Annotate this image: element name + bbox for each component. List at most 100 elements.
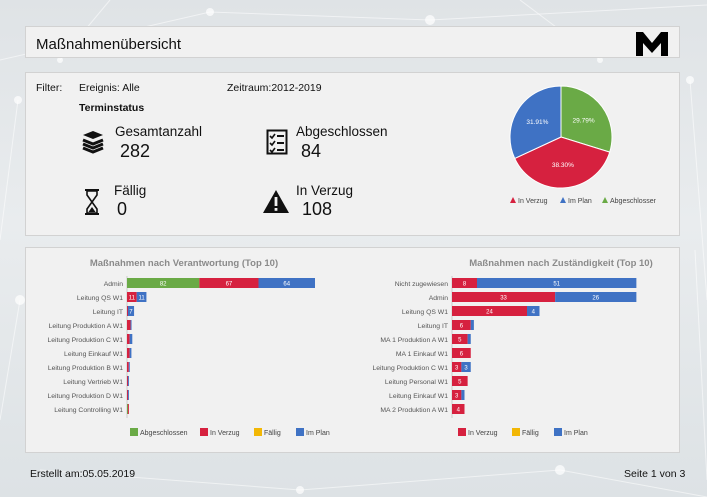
filter-label: Filter: xyxy=(36,82,63,94)
overdue-label: In Verzug xyxy=(296,183,354,198)
filter-event: Ereignis: Alle xyxy=(79,82,140,94)
hourglass-icon xyxy=(85,189,99,215)
status-pie-chart: 29.79% 38.30% 31.91% In Verzug Im Plan Abgesc… xyxy=(509,85,656,205)
category-label: Nicht zugewiesen xyxy=(395,281,448,288)
status-heading: Terminstatus xyxy=(79,102,145,114)
total-value: 282 xyxy=(120,141,151,161)
bar-segment xyxy=(129,334,133,344)
bar-segment xyxy=(467,334,471,344)
bar-value-label: 4 xyxy=(532,310,536,316)
category-label: Leitung Produktion C W1 xyxy=(372,365,448,372)
legend-marker xyxy=(510,197,516,203)
bar-value-label: 6 xyxy=(460,352,464,358)
bar-value-label: 4 xyxy=(457,408,461,414)
legend-label: In Verzug xyxy=(210,430,240,437)
bar-segment xyxy=(127,306,135,316)
bar-value-label: 5 xyxy=(458,338,462,344)
pie-value-label: 29.79% xyxy=(573,117,595,124)
category-label: Leitung QS W1 xyxy=(402,309,448,316)
bar-segment xyxy=(127,320,131,330)
bar-segment xyxy=(258,278,315,288)
legend-label: Im Plan xyxy=(568,198,592,205)
bar-segment xyxy=(130,320,132,330)
bar-value-label: 11 xyxy=(129,296,136,302)
category-label: Leitung QS W1 xyxy=(77,295,123,302)
bar-segment xyxy=(452,292,556,302)
page-title: Maßnahmenübersicht xyxy=(36,36,182,53)
category-label: Leitung Produktion B W1 xyxy=(48,365,123,372)
bar-segment xyxy=(128,362,130,372)
bar-segment xyxy=(127,362,129,372)
legend-label: Im Plan xyxy=(306,430,330,437)
bar-segment xyxy=(452,390,462,400)
legend-marker xyxy=(602,197,608,203)
bar-value-label: 3 xyxy=(464,366,468,372)
legend-label: In Verzug xyxy=(468,430,498,437)
legend-label: Abgeschlossen xyxy=(140,430,188,437)
chart-title: Maßnahmen nach Verantwortung (Top 10) xyxy=(90,258,278,269)
total-label: Gesamtanzahl xyxy=(115,124,203,139)
page-indicator: Seite 1 von 3 xyxy=(624,468,686,480)
due-value: 0 xyxy=(117,199,128,219)
category-label: Leitung Einkauf W1 xyxy=(64,351,123,358)
bar-segment xyxy=(470,320,474,330)
bar-segment xyxy=(461,390,465,400)
due-label: Fällig xyxy=(114,183,147,198)
bar-segment xyxy=(452,320,471,330)
category-label: Leitung Produktion A W1 xyxy=(49,323,124,330)
bar-value-label: 24 xyxy=(486,310,493,316)
bar-value-label: 67 xyxy=(226,282,233,288)
bar-segment xyxy=(127,278,200,288)
bar-value-label: 3 xyxy=(455,394,459,400)
category-label: Leitung Produktion D W1 xyxy=(47,393,123,400)
pie-value-label: 38.30% xyxy=(552,162,574,169)
bar-segment xyxy=(136,292,147,302)
bar-value-label: 64 xyxy=(283,282,290,288)
legend-swatch xyxy=(458,428,466,436)
bar-value-label: 82 xyxy=(160,282,167,288)
category-label: Leitung IT xyxy=(93,309,123,316)
pie-slice-in-verzug xyxy=(514,136,611,189)
bar-segment xyxy=(127,306,128,316)
bar-segment xyxy=(452,278,477,288)
checklist-icon xyxy=(266,129,288,155)
bar-segment xyxy=(461,362,471,372)
bar-segment xyxy=(127,390,128,400)
legend-label: Im Plan xyxy=(564,430,588,437)
bar-value-label: 8 xyxy=(463,282,467,288)
assignment-bar-chart: Maßnahmen nach Zuständigkeit (Top 10) Nic… xyxy=(372,258,652,437)
header-panel: Maßnahmenübersicht xyxy=(25,26,680,58)
legend-label: Abgeschlossen xyxy=(610,198,656,205)
bar-segment xyxy=(477,278,637,288)
bar-value-label: 3 xyxy=(455,366,459,372)
bar-segment xyxy=(452,376,468,386)
bar-value-label: 26 xyxy=(592,296,599,302)
category-label: Leitung Vertrieb W1 xyxy=(63,379,123,386)
bar-segment xyxy=(127,404,128,414)
legend-label: Fällig xyxy=(264,430,281,437)
bar-segment xyxy=(199,278,259,288)
category-label: Leitung Produktion C W1 xyxy=(47,337,123,344)
bar-segment xyxy=(127,334,130,344)
filter-period: Zeitraum:2012-2019 xyxy=(227,82,322,94)
legend-label: Fällig xyxy=(522,430,539,437)
bar-value-label: 33 xyxy=(500,296,507,302)
bar-segment xyxy=(452,362,462,372)
category-label: Leitung Personal W1 xyxy=(385,379,448,386)
warning-icon xyxy=(263,190,289,213)
bar-segment xyxy=(127,390,129,400)
books-icon xyxy=(82,131,104,154)
bar-segment xyxy=(127,348,130,358)
category-label: Leitung Einkauf W1 xyxy=(389,393,448,400)
legend-swatch xyxy=(130,428,138,436)
category-label: Admin xyxy=(429,295,448,302)
bar-value-label: 6 xyxy=(460,324,464,330)
bar-segment xyxy=(127,404,129,414)
bar-segment xyxy=(452,404,465,414)
bar-segment xyxy=(452,306,527,316)
category-label: Leitung IT xyxy=(418,323,448,330)
legend-swatch xyxy=(512,428,520,436)
summary-panel: Filter: Ereignis: Alle Zeitraum:2012-201… xyxy=(25,72,680,236)
bar-value-label: 7 xyxy=(129,310,133,316)
